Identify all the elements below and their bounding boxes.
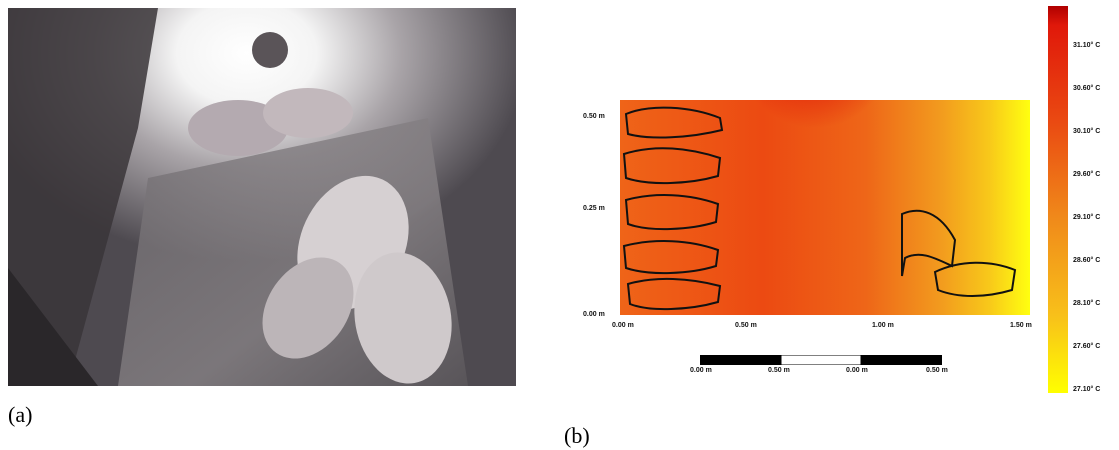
legend-label: 27.10° C: [1073, 386, 1101, 393]
piglet-outline: [933, 261, 1017, 297]
piglet-outline: [626, 277, 722, 311]
scale-label: 0.00 m: [690, 367, 712, 374]
legend-label: 30.10° C: [1073, 128, 1101, 135]
x-tick-label: 0.00 m: [612, 322, 634, 329]
y-tick-label: 0.00 m: [583, 311, 605, 318]
scale-label: 0.50 m: [926, 367, 948, 374]
piglet-outline: [622, 147, 722, 185]
temperature-legend: [1048, 6, 1068, 393]
x-tick-label: 1.00 m: [872, 322, 894, 329]
legend-label: 31.10° C: [1073, 42, 1101, 49]
legend-label: 29.60° C: [1073, 171, 1101, 178]
scale-label: 0.50 m: [768, 367, 790, 374]
y-tick-label: 0.25 m: [583, 205, 605, 212]
piglets-photo-image: [8, 8, 516, 386]
legend-label: 29.10° C: [1073, 214, 1101, 221]
legend-label: 30.60° C: [1073, 85, 1101, 92]
y-tick-label: 0.50 m: [583, 113, 605, 120]
piglet-outline: [624, 106, 724, 139]
caption-b: (b): [564, 423, 590, 448]
x-tick-label: 1.50 m: [1010, 322, 1032, 329]
caption-a: (a): [8, 402, 33, 427]
x-tick-label: 0.50 m: [735, 322, 757, 329]
legend-label: 28.10° C: [1073, 300, 1101, 307]
scale-bar: [700, 352, 942, 366]
legend-label: 27.60° C: [1073, 343, 1101, 350]
piglets-photo: [8, 8, 516, 386]
piglet-outline: [624, 194, 720, 231]
scale-label: 0.00 m: [846, 367, 868, 374]
piglet-outline: [622, 240, 720, 275]
legend-label: 28.60° C: [1073, 257, 1101, 264]
temperature-heatmap: [620, 30, 1030, 315]
